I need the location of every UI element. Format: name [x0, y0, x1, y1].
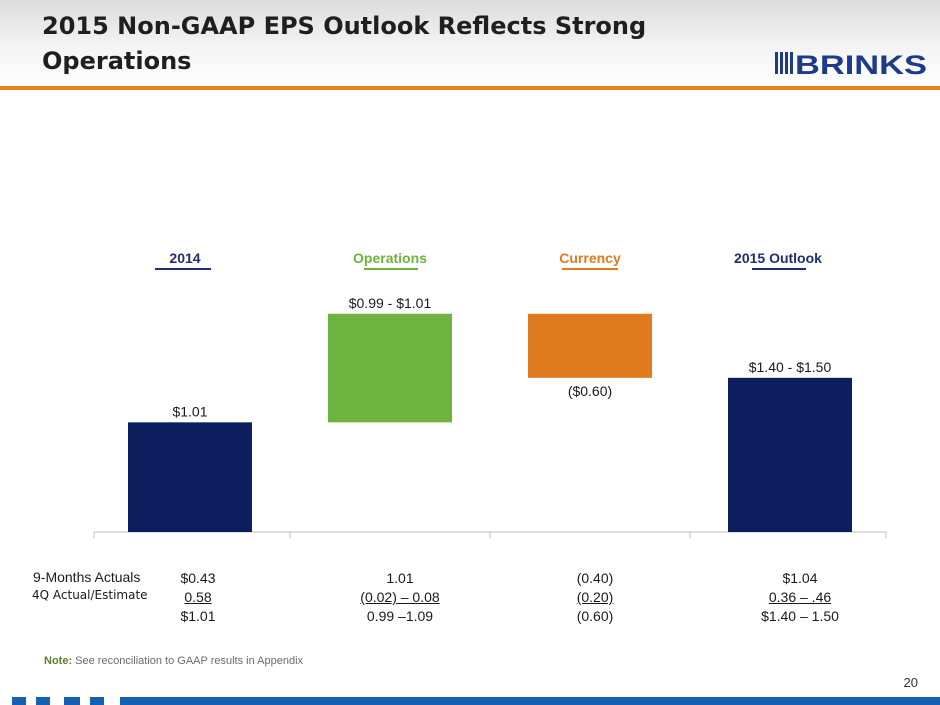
page-number: 20: [903, 675, 918, 690]
cell-operations-total: 0.99 –1.09: [366, 608, 434, 624]
cell-outlook-9m: $1.04: [782, 570, 818, 586]
cell-outlook-4q: 0.36 – .46: [768, 589, 832, 605]
column-underline-2015-outlook: [752, 268, 806, 270]
bar-operations: [328, 313, 452, 423]
note-text: See reconciliation to GAAP results in Ap…: [75, 655, 304, 667]
row-label-9-months: 9-Months Actuals: [33, 569, 141, 585]
column-underline-2014: [155, 268, 211, 270]
data-label-currency: ($0.60): [568, 383, 612, 399]
column-underline-currency: [562, 268, 618, 270]
row-label-4q: 4Q Actual/Estimate: [32, 588, 148, 602]
svg-text:BRINKS: BRINKS: [795, 50, 927, 78]
column-header-2014: 2014: [169, 250, 201, 266]
bar-2015-outlook: [728, 377, 852, 532]
cell-operations-4q: (0.02) – 0.08: [360, 589, 440, 605]
cell-2014-total: $1.01: [180, 608, 216, 624]
footer-bar: [0, 697, 940, 705]
eps-waterfall-chart: $1.01 $0.99 - $1.01 ($0.60) $1.40 - $1.50: [93, 295, 887, 538]
cell-2014-4q: 0.58: [184, 589, 212, 605]
bar-2014: [128, 422, 252, 532]
cell-operations-9m: 1.01: [386, 570, 414, 586]
column-header-operations: Operations: [353, 250, 427, 266]
footnote: Note: See reconciliation to GAAP results…: [44, 655, 303, 667]
cell-2014-9m: $0.43: [180, 570, 216, 586]
cell-currency-4q: (0.20): [576, 589, 614, 605]
cell-currency-total: (0.60): [576, 608, 614, 624]
title-rule: [0, 86, 940, 90]
data-label-2014: $1.01: [172, 403, 207, 419]
data-label-2015-outlook: $1.40 - $1.50: [749, 359, 832, 375]
footer-blocks: [0, 697, 120, 705]
note-label: Note:: [44, 655, 73, 667]
column-header-currency: Currency: [559, 250, 621, 266]
column-underline-operations: [364, 268, 418, 270]
brinks-logo: BRINKS: [775, 50, 927, 78]
cell-currency-9m: (0.40): [576, 570, 614, 586]
data-label-operations: $0.99 - $1.01: [349, 295, 432, 311]
column-header-2015-outlook: 2015 Outlook: [734, 250, 822, 266]
page-title: 2015 Non-GAAP EPS Outlook Reflects Stron…: [42, 12, 647, 75]
cell-outlook-total: $1.40 – 1.50: [761, 608, 839, 624]
title-band: [0, 0, 940, 86]
bar-currency: [528, 313, 652, 378]
